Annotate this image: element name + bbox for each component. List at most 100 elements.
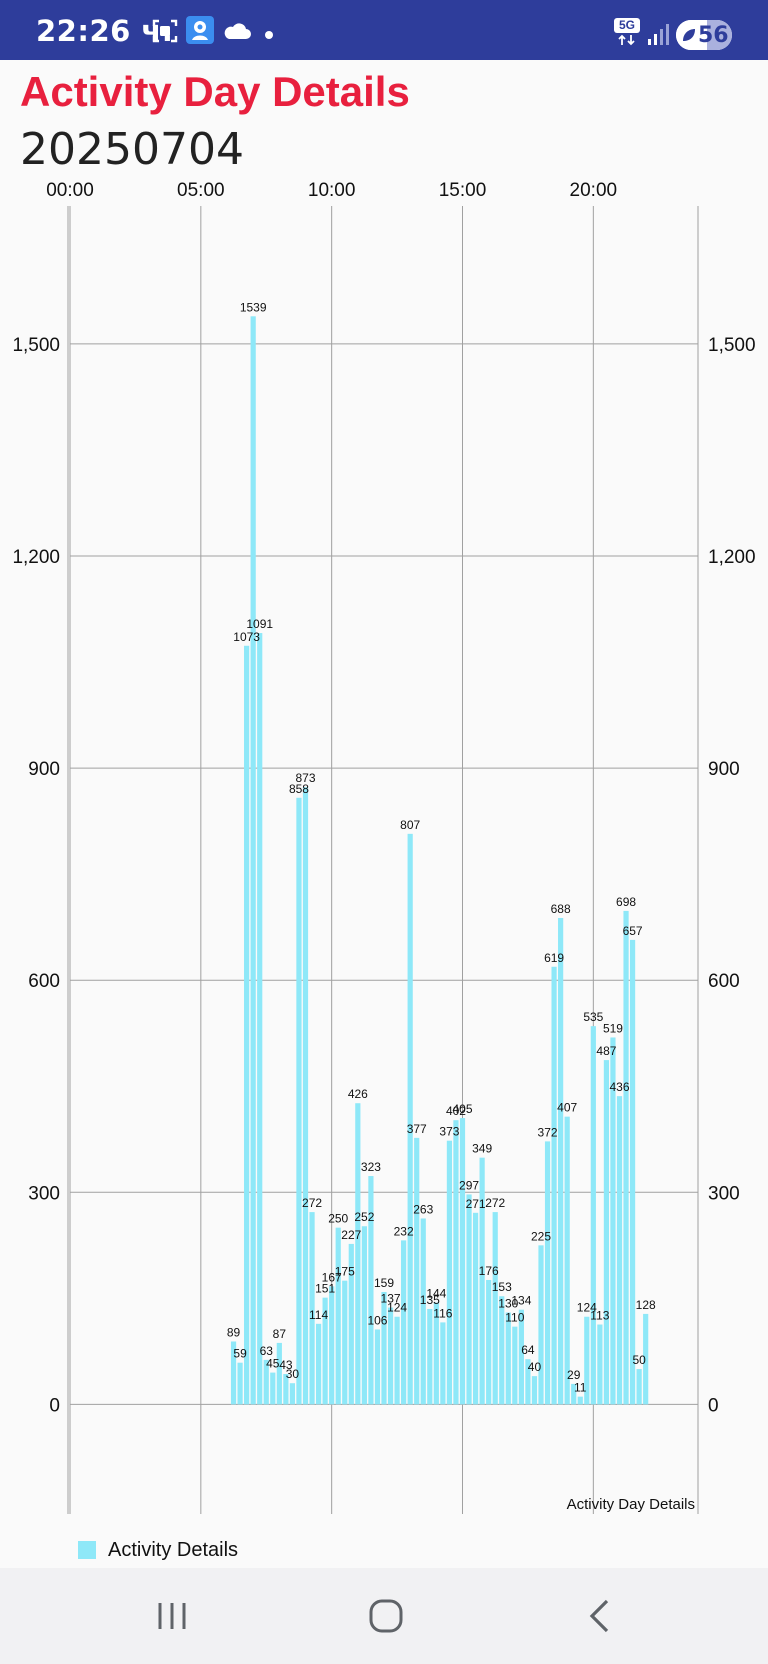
bar — [571, 1383, 577, 1405]
bar-value-label: 349 — [472, 1142, 492, 1156]
bar-value-label: 50 — [632, 1353, 646, 1367]
y-tick-label-left: 300 — [28, 1183, 60, 1204]
signal-icon — [648, 24, 669, 45]
y-tick-label-left: 600 — [28, 971, 60, 992]
x-tick-label: 20:00 — [570, 180, 618, 201]
bar-value-label: 114 — [309, 1308, 328, 1322]
y-tick-label-right: 0 — [708, 1395, 719, 1416]
bar — [446, 1140, 453, 1405]
bar — [453, 1120, 459, 1405]
bar — [420, 1218, 426, 1405]
bar-value-label: 137 — [381, 1292, 401, 1306]
bar-value-label: 116 — [433, 1306, 452, 1320]
bar — [610, 1037, 616, 1405]
bar-value-label: 436 — [609, 1080, 629, 1094]
bar-value-label: 487 — [596, 1044, 616, 1058]
legend-label: Activity Details — [108, 1538, 239, 1561]
bar-value-label: 11 — [574, 1381, 587, 1395]
bar-value-label: 124 — [577, 1301, 597, 1315]
y-tick-label-right: 1,200 — [708, 547, 756, 568]
bar-value-label: 1539 — [240, 300, 267, 314]
status-bar: 22:26 ч. 5G 56 — [0, 0, 768, 60]
bar — [401, 1240, 407, 1405]
x-tick-label: 15:00 — [439, 180, 487, 201]
bar — [414, 1137, 420, 1405]
recent-apps-button[interactable] — [112, 1568, 232, 1664]
bar — [342, 1280, 348, 1405]
bar — [302, 787, 309, 1405]
bar — [322, 1297, 328, 1405]
bar — [374, 1329, 381, 1405]
bar-value-label: 688 — [551, 902, 571, 916]
cloud-icon — [224, 23, 251, 39]
bar-value-label: 657 — [623, 924, 643, 938]
y-tick-label-left: 0 — [49, 1395, 60, 1416]
bar — [577, 1396, 583, 1405]
bar-value-label: 263 — [413, 1202, 433, 1216]
bar-value-label: 873 — [295, 771, 315, 785]
bar — [512, 1326, 518, 1405]
bar — [407, 833, 413, 1405]
bar-value-label: 535 — [583, 1010, 603, 1024]
bar — [335, 1227, 341, 1405]
bar — [558, 917, 564, 1405]
legend-swatch — [78, 1541, 96, 1559]
bar — [250, 316, 256, 1405]
bar-value-label: 225 — [531, 1229, 551, 1243]
network-type: 5G — [614, 18, 640, 33]
5g-icon: 5G — [614, 18, 640, 46]
bar — [387, 1307, 394, 1405]
bar-value-label: 63 — [260, 1344, 274, 1358]
bar — [597, 1324, 603, 1405]
bar-value-label: 106 — [367, 1313, 387, 1327]
bar-value-label: 87 — [273, 1327, 287, 1341]
back-icon — [589, 1599, 609, 1633]
bar-value-label: 134 — [511, 1294, 531, 1308]
bar — [564, 1116, 570, 1405]
bar-value-label: 89 — [227, 1325, 241, 1339]
bar-value-label: 45 — [266, 1357, 280, 1371]
y-tick-label-left: 1,500 — [12, 335, 60, 356]
bar — [355, 1103, 361, 1405]
bar-value-label: 807 — [400, 818, 420, 832]
bar-value-label: 110 — [505, 1311, 524, 1325]
bar-value-label: 232 — [394, 1224, 414, 1238]
x-tick-label: 00:00 — [46, 180, 94, 201]
bar-value-label: 858 — [289, 782, 309, 796]
bar — [629, 939, 636, 1405]
home-button[interactable] — [326, 1568, 446, 1664]
bar — [603, 1060, 610, 1405]
bar — [381, 1291, 387, 1405]
bar — [492, 1212, 498, 1405]
bar — [270, 1372, 276, 1405]
bar — [538, 1245, 544, 1405]
location-icon — [186, 16, 214, 44]
bar-value-label: 271 — [466, 1197, 486, 1211]
bar-value-label: 252 — [354, 1210, 374, 1224]
bar — [237, 1362, 243, 1405]
bar — [361, 1226, 367, 1405]
bar-value-label: 272 — [485, 1196, 505, 1210]
bar-value-label: 323 — [361, 1160, 381, 1174]
bar-value-label: 151 — [315, 1282, 335, 1296]
bar — [590, 1026, 596, 1405]
bar — [499, 1296, 505, 1405]
recent-apps-icon — [158, 1603, 186, 1629]
bar-value-label: 159 — [374, 1276, 394, 1290]
nav-bar — [0, 1568, 768, 1664]
back-button[interactable] — [540, 1568, 660, 1664]
bar-value-label: 135 — [420, 1293, 440, 1307]
bar — [348, 1243, 354, 1405]
bar — [309, 1212, 315, 1405]
bar — [584, 1316, 590, 1405]
bar — [544, 1141, 551, 1405]
bar — [394, 1316, 400, 1405]
bar — [623, 910, 629, 1405]
bar-value-label: 250 — [328, 1212, 348, 1226]
bar-value-label: 405 — [452, 1102, 472, 1116]
chart-legend: Activity Details — [78, 1536, 238, 1564]
y-tick-label-right: 300 — [708, 1183, 740, 1204]
bar — [466, 1194, 472, 1405]
bar — [427, 1308, 433, 1405]
